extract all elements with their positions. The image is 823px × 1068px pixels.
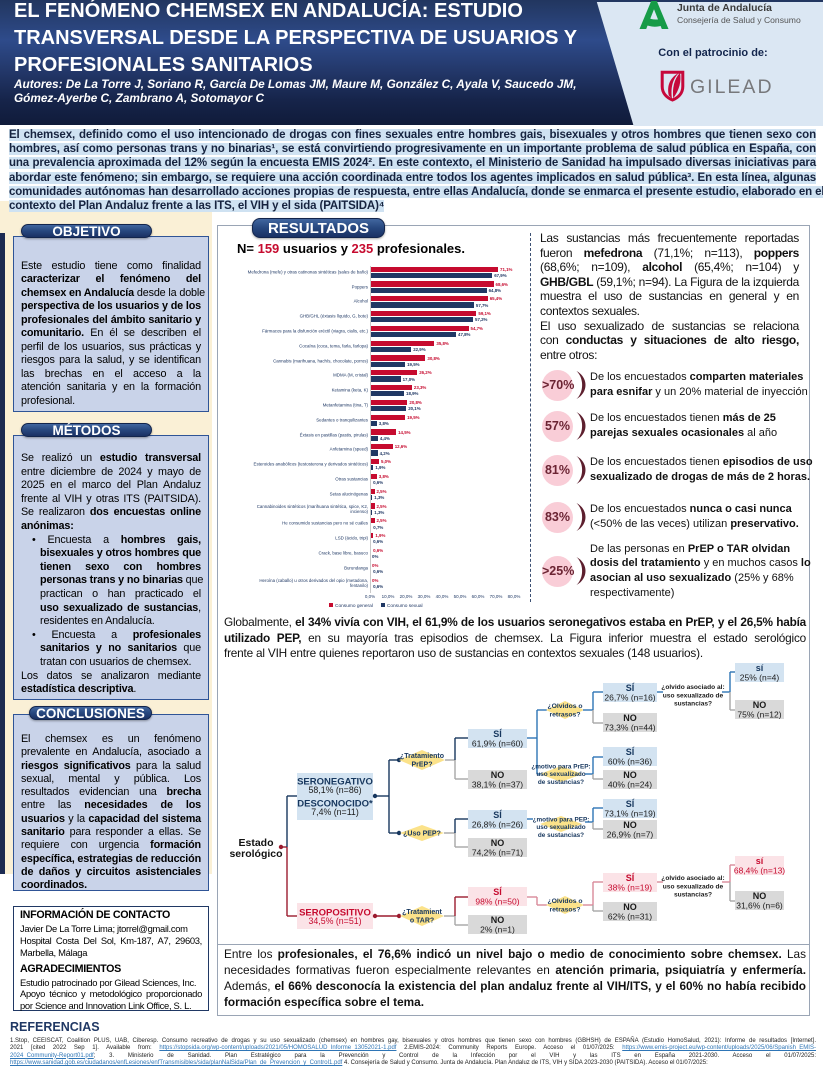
svg-text:NO: NO	[623, 902, 637, 912]
svg-text:NO: NO	[623, 820, 637, 830]
svg-text:61,9% (n=60): 61,9% (n=60)	[472, 739, 523, 749]
svg-text:58,1% (n=86): 58,1% (n=86)	[308, 785, 361, 795]
svg-text:SÍ: SÍ	[493, 729, 502, 739]
svg-text:62% (n=31): 62% (n=31)	[608, 912, 652, 922]
svg-text:NO: NO	[623, 713, 637, 723]
svg-text:7,4% (n=11): 7,4% (n=11)	[311, 807, 359, 817]
svg-text:DESCONOCIDO*: DESCONOCIDO*	[297, 798, 373, 809]
svg-text:¿Tratamient: ¿Tratamient	[402, 909, 442, 916]
svg-text:38,1% (n=37): 38,1% (n=37)	[472, 780, 523, 790]
svg-text:SÍ: SÍ	[493, 810, 502, 820]
svg-text:NO: NO	[753, 891, 767, 901]
svg-text:26,7% (n=16): 26,7% (n=16)	[604, 693, 655, 703]
svg-text:SÍ: SÍ	[626, 747, 635, 757]
svg-text:¿Tratamiento: ¿Tratamiento	[400, 753, 444, 760]
svg-text:68,4% (n=13): 68,4% (n=13)	[734, 866, 785, 876]
svg-text:75% (n=12): 75% (n=12)	[737, 710, 781, 720]
svg-text:¿olvido asociado al:: ¿olvido asociado al:	[661, 875, 724, 882]
svg-text:2% (n=1): 2% (n=1)	[480, 925, 515, 935]
svg-text:uso sexualizado de: uso sexualizado de	[663, 692, 724, 699]
svg-text:SERONEGATIVO: SERONEGATIVO	[297, 776, 373, 787]
svg-text:¿Olvidos o: ¿Olvidos o	[547, 703, 582, 710]
svg-text:NO: NO	[491, 770, 505, 780]
svg-text:sí: sí	[756, 856, 764, 866]
svg-text:NO: NO	[753, 700, 767, 710]
svg-text:o TAR?: o TAR?	[410, 918, 434, 925]
svg-text:de sustancias?: de sustancias?	[538, 832, 584, 839]
svg-text:SÍ: SÍ	[626, 873, 635, 883]
svg-text:98% (n=50): 98% (n=50)	[475, 897, 519, 907]
svg-text:serológico: serológico	[229, 848, 282, 860]
svg-text:NO: NO	[623, 770, 637, 780]
svg-text:73,1% (n=19): 73,1% (n=19)	[604, 809, 655, 819]
svg-text:40% (n=24): 40% (n=24)	[608, 780, 652, 790]
svg-text:¿Olvidos o: ¿Olvidos o	[547, 898, 582, 905]
svg-text:NO: NO	[491, 838, 505, 848]
svg-text:26,9% (n=7): 26,9% (n=7)	[607, 830, 654, 840]
svg-text:SÍ: SÍ	[626, 683, 635, 693]
svg-text:sustancias?: sustancias?	[674, 700, 712, 707]
svg-text:34,5% (n=51): 34,5% (n=51)	[308, 916, 361, 926]
svg-text:sí: sí	[756, 663, 764, 673]
svg-text:SÍ: SÍ	[626, 799, 635, 809]
svg-text:25% (n=4): 25% (n=4)	[740, 673, 780, 683]
svg-text:73,3% (n=44): 73,3% (n=44)	[604, 723, 655, 733]
svg-text:uso sexualizado: uso sexualizado	[536, 824, 585, 831]
svg-text:uso sexualizado de: uso sexualizado de	[663, 883, 724, 890]
svg-text:NO: NO	[491, 915, 505, 925]
svg-text:¿motivo para PrEP:: ¿motivo para PrEP:	[531, 763, 590, 770]
svg-text:retrasos?: retrasos?	[550, 907, 581, 914]
svg-text:60% (n=36): 60% (n=36)	[608, 757, 652, 767]
svg-text:uso sexualizado: uso sexualizado	[536, 771, 585, 778]
svg-text:31,6% (n=6): 31,6% (n=6)	[736, 901, 783, 911]
svg-text:SEROPOSITIVO: SEROPOSITIVO	[299, 907, 371, 918]
svg-text:sustancias?: sustancias?	[674, 891, 712, 898]
svg-text:38% (n=19): 38% (n=19)	[608, 883, 652, 893]
svg-text:SÍ: SÍ	[493, 887, 502, 897]
svg-text:de sustancias?: de sustancias?	[538, 779, 584, 786]
svg-text:¿motivo para PEP:: ¿motivo para PEP:	[533, 816, 590, 823]
svg-text:¿olvido asociado al:: ¿olvido asociado al:	[661, 684, 724, 691]
svg-text:PrEP?: PrEP?	[411, 762, 432, 769]
svg-text:¿Uso PEP?: ¿Uso PEP?	[403, 830, 441, 837]
svg-text:74,2% (n=71): 74,2% (n=71)	[472, 848, 523, 858]
svg-text:26,8% (n=26): 26,8% (n=26)	[472, 820, 523, 830]
svg-text:Estado: Estado	[238, 837, 273, 849]
svg-text:retrasos?: retrasos?	[550, 712, 581, 719]
